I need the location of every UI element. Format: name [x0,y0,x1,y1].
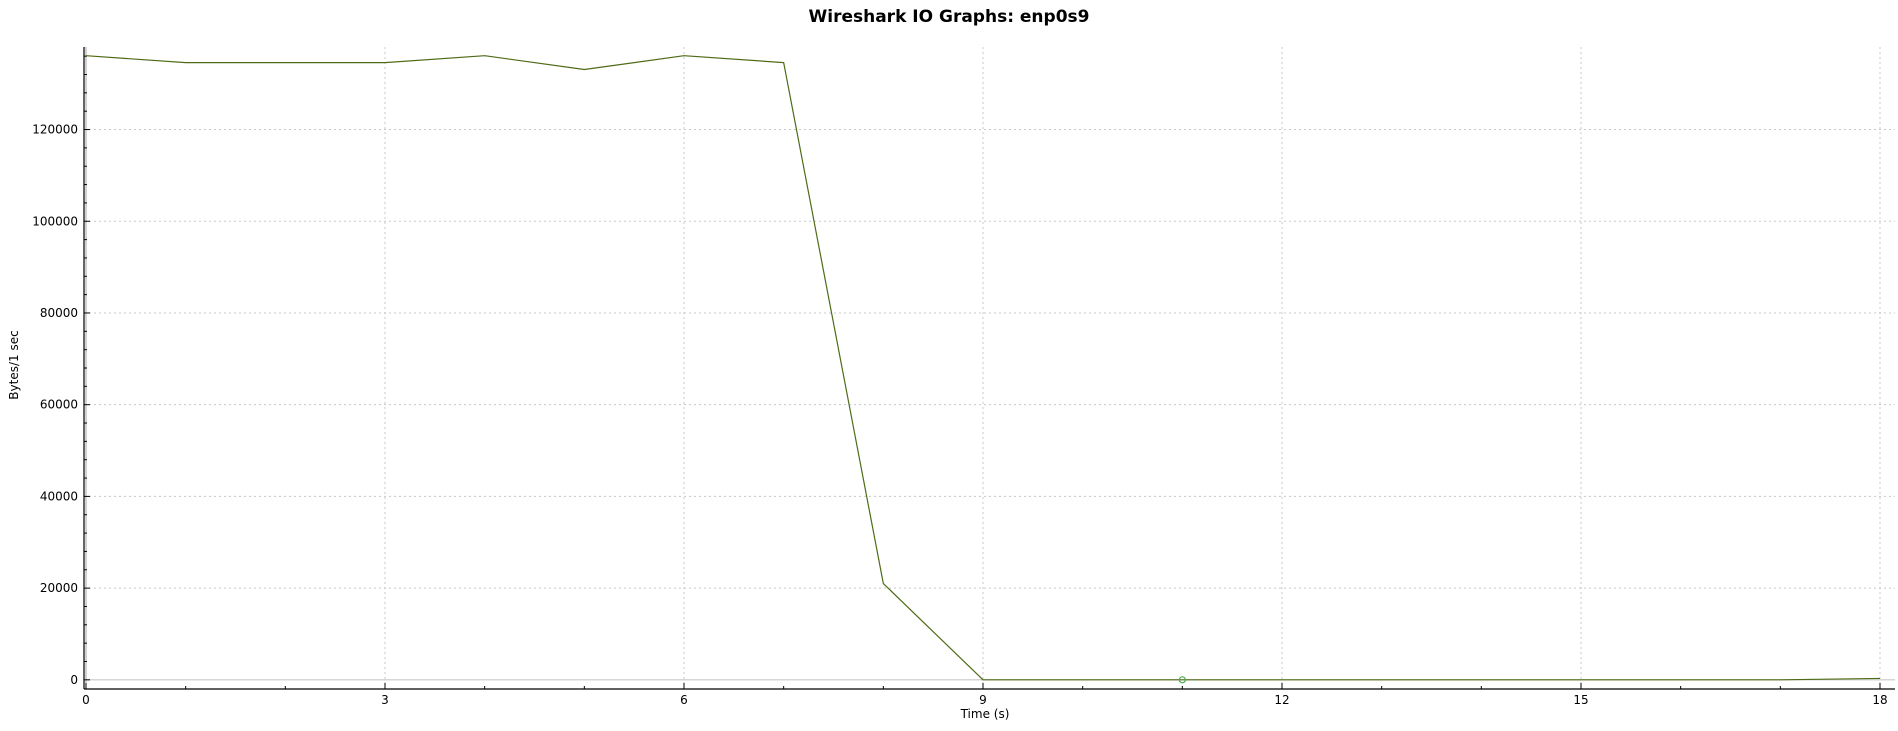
grid-layer [84,47,1895,689]
x-axis-label: Time (s) [960,707,1010,721]
y-tick-label: 0 [70,673,78,687]
y-tick-label: 80000 [40,306,78,320]
y-axis-label: Bytes/1 sec [7,330,21,399]
y-tick-label: 60000 [40,398,78,412]
x-tick-label: 6 [680,693,688,707]
x-tick-label: 15 [1573,693,1588,707]
y-tick-label: 120000 [32,123,78,137]
y-tick-label: 20000 [40,581,78,595]
axes-layer [84,47,1895,689]
x-tick-label: 0 [82,693,90,707]
x-tick-label: 12 [1274,693,1289,707]
y-tick-label: 100000 [32,214,78,228]
ticks-layer: 0 3 6 9 12 15 18 0 20000 40000 60000 80000 100000 120… [32,56,1887,707]
x-tick-label: 9 [979,693,987,707]
x-tick-label: 3 [381,693,389,707]
x-tick-label: 18 [1872,693,1887,707]
chart-title: Wireshark IO Graphs: enp0s9 [809,7,1090,27]
y-tick-label: 40000 [40,489,78,503]
